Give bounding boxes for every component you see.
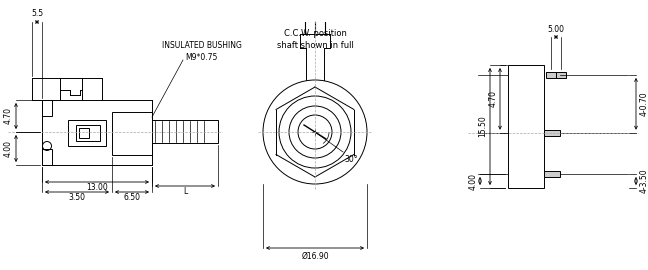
Text: 4.00: 4.00	[469, 173, 478, 190]
Text: 30°: 30°	[344, 156, 358, 164]
Text: 4.70: 4.70	[3, 107, 12, 124]
Bar	[546, 72, 556, 78]
Bar	[152, 120, 218, 143]
Text: shaft shown in full: shaft shown in full	[277, 40, 353, 49]
Text: 15.50: 15.50	[478, 116, 487, 137]
Bar	[42, 100, 52, 116]
Text: L: L	[183, 187, 187, 197]
Bar	[112, 112, 152, 155]
Text: 13.00: 13.00	[86, 184, 108, 193]
Bar	[79, 128, 89, 138]
Text: 6.50: 6.50	[124, 194, 141, 202]
Text: 5.00: 5.00	[548, 25, 564, 33]
Text: 4-3.50: 4-3.50	[640, 169, 648, 193]
Text: Ø16.90: Ø16.90	[301, 251, 329, 261]
Text: 4.00: 4.00	[3, 140, 12, 157]
Bar	[76, 125, 100, 141]
Text: 5.5: 5.5	[31, 9, 43, 19]
Bar	[544, 171, 560, 177]
Text: 4.70: 4.70	[489, 90, 498, 107]
Text: C.C.W. position: C.C.W. position	[284, 29, 347, 39]
Bar	[556, 72, 566, 78]
Bar	[42, 149, 52, 165]
Text: INSULATED BUSHING: INSULATED BUSHING	[162, 42, 242, 50]
Bar	[508, 65, 544, 188]
Text: 3.50: 3.50	[69, 194, 86, 202]
Bar	[544, 130, 560, 136]
Text: 4-0.70: 4-0.70	[640, 92, 648, 116]
Text: M9*0.75: M9*0.75	[185, 52, 217, 62]
Bar	[68, 120, 106, 146]
